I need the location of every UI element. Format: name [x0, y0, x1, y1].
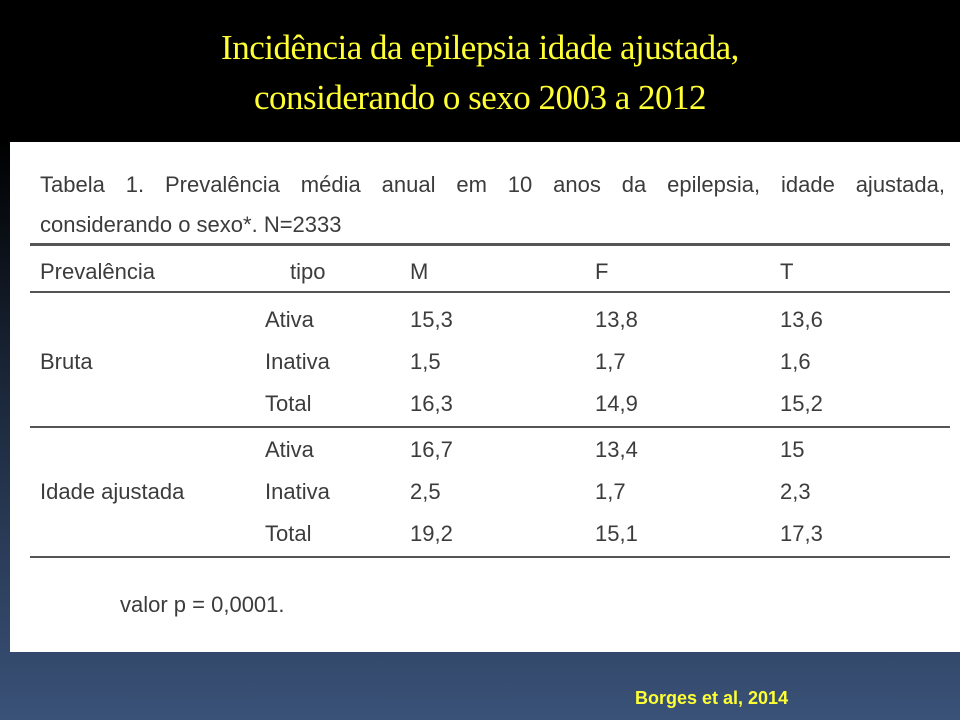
table-cell: 15,1: [595, 521, 638, 546]
table-cell: 2,3: [780, 479, 811, 504]
table-rule: [30, 291, 950, 293]
table-cell: 13,4: [595, 437, 638, 462]
table-cell: Total: [265, 521, 312, 546]
table-cell: 13,8: [595, 307, 638, 332]
table-rule: [30, 556, 950, 558]
table-sheet: Tabela 1. Prevalência média anual em 10 …: [10, 142, 960, 652]
table-header-cell: M: [410, 259, 429, 284]
table-cell: 13,6: [780, 307, 823, 332]
slide-title: Incidência da epilepsia idade ajustada,: [221, 28, 739, 67]
table-cell: 16,7: [410, 437, 453, 462]
table-header-cell: tipo: [290, 259, 326, 284]
table-cell: 2,5: [410, 479, 441, 504]
table-cell: 1,7: [595, 349, 626, 374]
table-cell: Inativa: [265, 479, 330, 504]
table-cell: Inativa: [265, 349, 330, 374]
table-cell: 19,2: [410, 521, 453, 546]
table-header-cell: T: [780, 259, 794, 284]
group-label: Bruta: [40, 349, 93, 374]
table-rule: [30, 243, 950, 246]
slide-title: considerando o sexo 2003 a 2012: [253, 78, 707, 117]
group-label: Idade ajustada: [40, 479, 185, 504]
table-cell: 1,6: [780, 349, 811, 374]
table-cell: 15: [780, 437, 805, 462]
table-cell: 1,7: [595, 479, 626, 504]
table-rule: [30, 426, 950, 428]
table-header-cell: Prevalência: [40, 259, 155, 284]
table-caption: Tabela 1. Prevalência média anual em 10 …: [40, 172, 945, 197]
table-cell: 14,9: [595, 391, 638, 416]
table-note: valor p = 0,0001.: [120, 592, 285, 617]
table-header-cell: F: [595, 259, 609, 284]
table-caption: considerando o sexo*. N=2333: [40, 212, 342, 237]
citation: Borges et al, 2014: [635, 688, 789, 708]
table-cell: Total: [265, 391, 312, 416]
table-cell: 15,2: [780, 391, 823, 416]
table-cell: 1,5: [410, 349, 441, 374]
table-cell: 15,3: [410, 307, 453, 332]
table-cell: 17,3: [780, 521, 823, 546]
table-cell: 16,3: [410, 391, 453, 416]
table-cell: Ativa: [265, 307, 314, 332]
table-cell: Ativa: [265, 437, 314, 462]
